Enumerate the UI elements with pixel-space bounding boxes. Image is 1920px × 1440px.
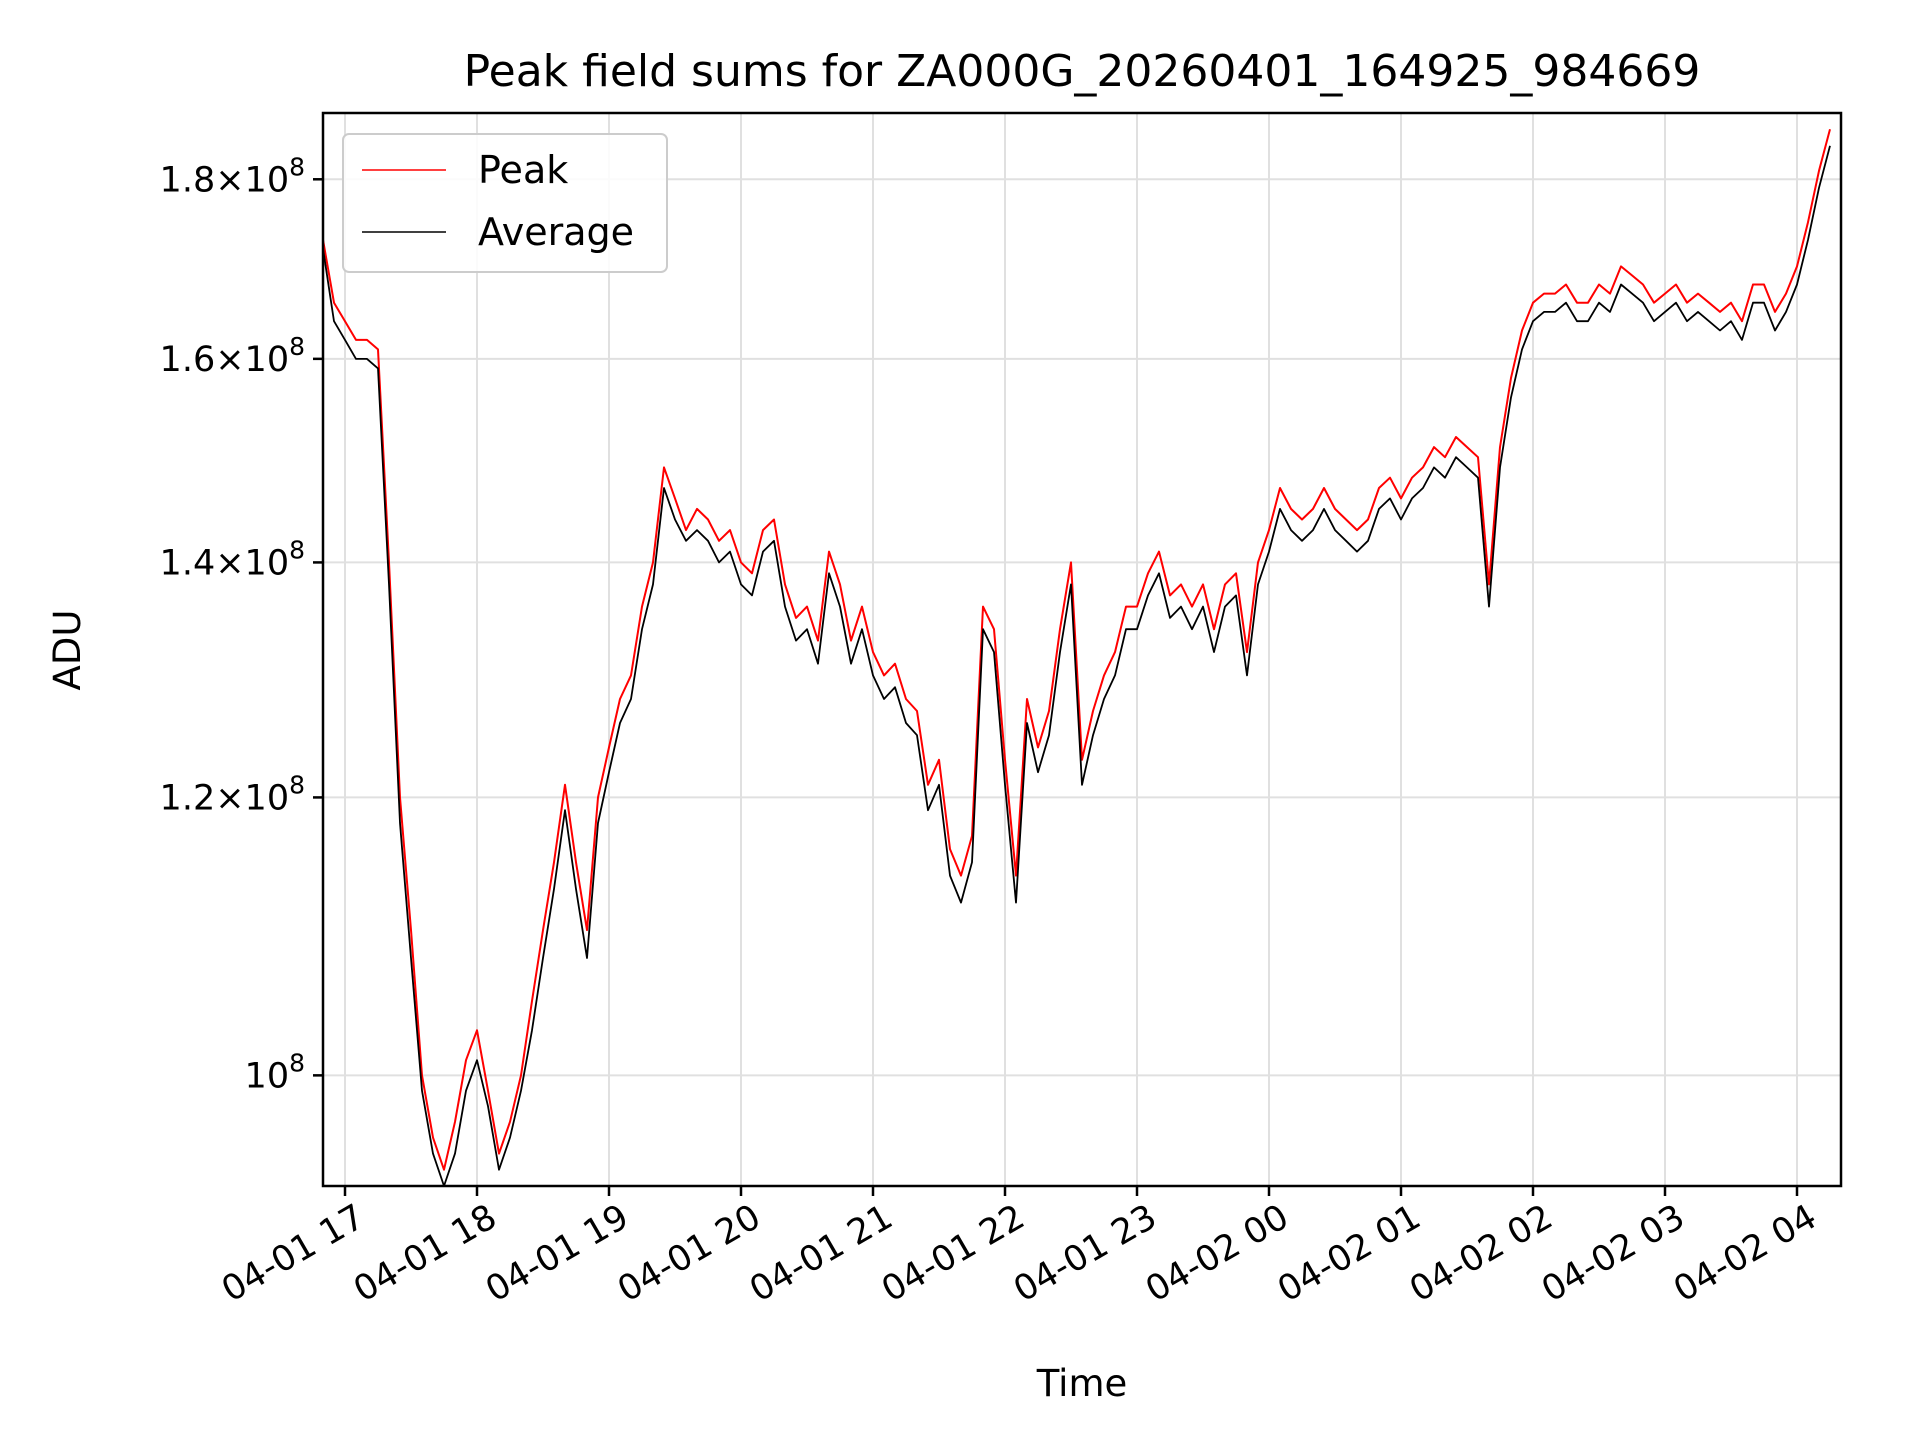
legend-label-average: Average (478, 210, 634, 254)
series-lines (322, 129, 1831, 1187)
x-axis-label: Time (1036, 1362, 1128, 1405)
x-tick-label: 04-01 23 (1007, 1197, 1163, 1310)
y-tick-label: 1.8×108 (160, 152, 305, 200)
y-tick-label: 1.6×108 (160, 332, 305, 380)
plot-frame (321, 111, 1843, 1188)
y-tick-label: 1.2×108 (160, 770, 305, 818)
x-tick-label: 04-01 22 (875, 1197, 1031, 1310)
x-tick-label: 04-01 18 (347, 1197, 503, 1310)
x-tick-label: 04-01 20 (611, 1197, 767, 1310)
x-tick-label: 04-02 02 (1403, 1197, 1559, 1310)
legend-box (342, 133, 668, 273)
x-tick-label: 04-02 00 (1139, 1197, 1295, 1310)
x-tick-label: 04-01 21 (743, 1197, 899, 1310)
x-tick-label: 04-01 19 (479, 1197, 635, 1310)
legend-label-peak: Peak (478, 148, 568, 192)
chart-title: Peak field sums for ZA000G_20260401_1649… (464, 46, 1701, 97)
x-tick-label: 04-02 01 (1271, 1197, 1427, 1310)
y-axis-label: ADU (46, 610, 89, 691)
y-tick-label: 108 (245, 1048, 305, 1096)
grid-lines (323, 113, 1841, 1186)
x-tick-label: 04-02 04 (1667, 1197, 1823, 1310)
series-line-peak (322, 129, 1831, 1171)
x-tick-label: 04-01 17 (215, 1197, 371, 1310)
legend: Peak Average (342, 133, 668, 273)
x-tick-label: 04-02 03 (1535, 1197, 1691, 1310)
y-axis-ticks: 108 1.2×108 1.4×108 1.6×108 1.8×108 (160, 152, 323, 1096)
series-line-average (322, 145, 1831, 1187)
y-tick-label: 1.4×108 (160, 535, 305, 583)
